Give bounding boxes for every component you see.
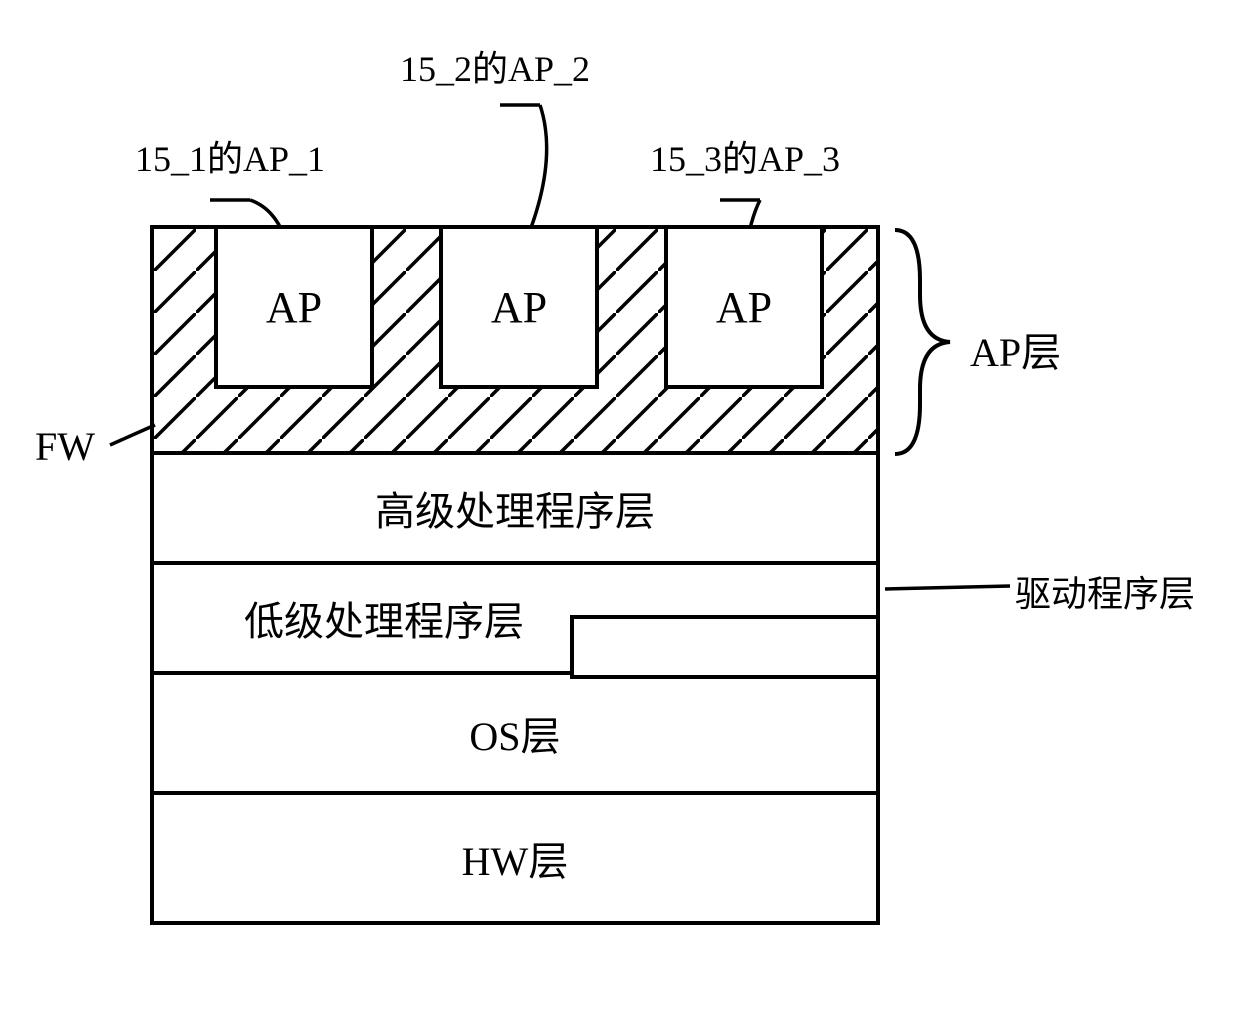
low-layer-text: 低级处理程序层 <box>244 589 524 647</box>
fw-label: FW <box>35 423 95 470</box>
driver-layer-label: 驱动程序层 <box>1015 565 1195 617</box>
ap-box-3: AP <box>664 229 824 389</box>
ap-box-2-text: AP <box>491 282 547 333</box>
callout-ap1-label: 15_1的AP_1 <box>135 130 325 182</box>
hw-layer-text: HW层 <box>462 829 569 887</box>
hw-layer: HW层 <box>150 795 880 925</box>
ap-box-3-text: AP <box>716 282 772 333</box>
layer-stack: AP AP AP 高级处理程序层 低级处理程序层 OS层 HW层 <box>150 225 880 925</box>
os-layer: OS层 <box>150 675 880 795</box>
brace-ap-layer <box>885 225 965 460</box>
high-layer: 高级处理程序层 <box>150 455 880 565</box>
high-layer-text: 高级处理程序层 <box>375 479 655 537</box>
callout-ap2-label: 15_2的AP_2 <box>400 40 590 92</box>
ap-box-1-text: AP <box>266 282 322 333</box>
ap-box-2: AP <box>439 229 599 389</box>
os-layer-text: OS层 <box>469 704 560 762</box>
driver-layer-box <box>570 615 880 679</box>
callout-ap3-label: 15_3的AP_3 <box>650 130 840 182</box>
ap-box-1: AP <box>214 229 374 389</box>
ap-layer-label: AP层 <box>970 320 1061 378</box>
ap-layer: AP AP AP <box>150 225 880 455</box>
low-layer: 低级处理程序层 <box>150 565 880 675</box>
